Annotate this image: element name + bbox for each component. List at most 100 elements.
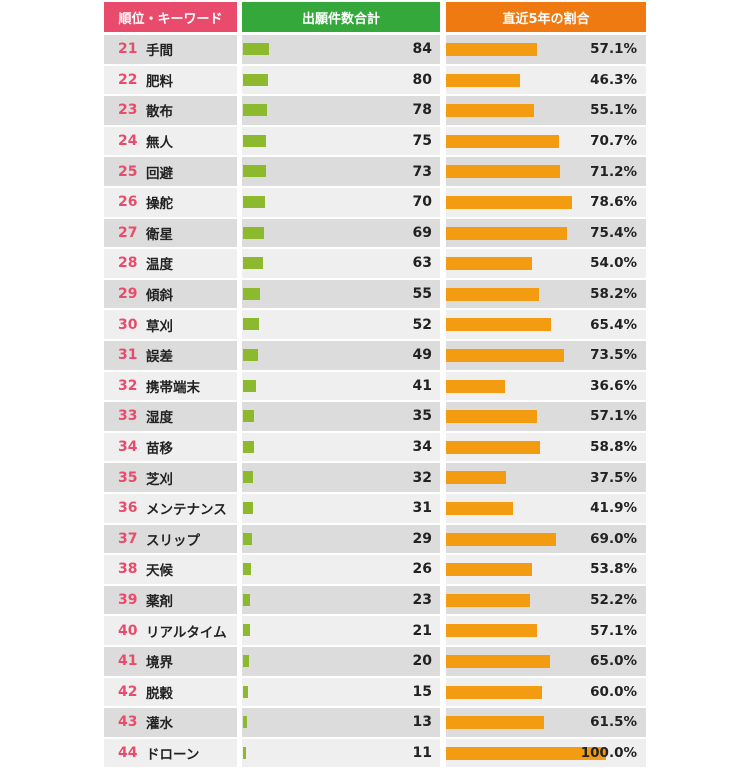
count-label: 31 [413,494,432,523]
rank-keyword-cell: 30草刈 [104,310,237,339]
keyword-label: メンテナンス [146,494,227,523]
count-label: 35 [413,402,432,431]
ratio-bar [446,104,534,117]
table-row: 39薬剤2352.2% [104,586,646,615]
ratio-label: 57.1% [590,616,637,645]
rank-keyword-cell: 24無人 [104,127,237,156]
ratio-label: 65.4% [590,310,637,339]
ratio-label: 54.0% [590,249,637,278]
ratio-label: 78.6% [590,188,637,217]
rank-number: 36 [118,494,137,523]
rank-keyword-cell: 41境界 [104,647,237,676]
rank-number: 44 [118,739,137,768]
keyword-label: 散布 [146,96,173,125]
count-bar [243,165,266,177]
rank-keyword-cell: 31誤差 [104,341,237,370]
keyword-label: 回避 [146,157,173,186]
table-row: 24無人7570.7% [104,127,646,156]
rank-number: 34 [118,433,137,462]
rank-number: 33 [118,402,137,431]
keyword-label: 芝刈 [146,463,173,492]
ratio-label: 75.4% [590,219,637,248]
rank-keyword-cell: 43灌水 [104,708,237,737]
table-row: 27衛星6975.4% [104,219,646,248]
table-row: 38天候2653.8% [104,555,646,584]
ratio-cell: 60.0% [446,678,646,707]
ratio-label: 52.2% [590,586,637,615]
keyword-label: 無人 [146,127,173,156]
table-row: 35芝刈3237.5% [104,463,646,492]
count-bar [243,318,259,330]
table-row: 31誤差4973.5% [104,341,646,370]
ratio-label: 65.0% [590,647,637,676]
header-count: 出願件数合計 [242,2,440,32]
ratio-label: 58.2% [590,280,637,309]
ratio-cell: 70.7% [446,127,646,156]
rank-number: 25 [118,157,137,186]
table-row: 25回避7371.2% [104,157,646,186]
count-cell: 26 [242,555,440,584]
ratio-bar [446,441,540,454]
count-bar [243,135,266,147]
keyword-label: 薬剤 [146,586,173,615]
count-label: 55 [413,280,432,309]
count-cell: 29 [242,525,440,554]
count-cell: 75 [242,127,440,156]
count-bar [243,747,246,759]
keyword-label: リアルタイム [146,616,227,645]
ratio-cell: 65.0% [446,647,646,676]
table-row: 40リアルタイム2157.1% [104,616,646,645]
rank-keyword-cell: 28温度 [104,249,237,278]
rank-number: 32 [118,372,137,401]
count-cell: 20 [242,647,440,676]
count-cell: 55 [242,280,440,309]
count-label: 52 [413,310,432,339]
count-label: 69 [413,219,432,248]
ratio-cell: 58.2% [446,280,646,309]
ratio-bar [446,74,520,87]
rank-number: 30 [118,310,137,339]
rank-number: 23 [118,96,137,125]
ratio-bar [446,43,537,56]
ratio-bar [446,288,539,301]
rank-keyword-cell: 37 スリップ [104,525,237,554]
count-bar [243,686,248,698]
keyword-label: 灌水 [146,708,173,737]
count-cell: 63 [242,249,440,278]
rank-number: 38 [118,555,137,584]
ratio-bar [446,471,506,484]
table-row: 21手間8457.1% [104,35,646,64]
count-bar [243,441,254,453]
ratio-cell: 75.4% [446,219,646,248]
count-cell: 32 [242,463,440,492]
count-cell: 41 [242,372,440,401]
count-bar [243,655,249,667]
count-cell: 49 [242,341,440,370]
count-bar [243,502,253,514]
count-cell: 15 [242,678,440,707]
ratio-cell: 65.4% [446,310,646,339]
count-label: 11 [413,739,432,768]
ratio-bar [446,624,537,637]
count-bar [243,410,254,422]
count-cell: 78 [242,96,440,125]
keyword-label: スリップ [146,525,200,554]
count-bar [243,471,253,483]
rank-keyword-cell: 36 メンテナンス [104,494,237,523]
table-row: 41境界20 65.0% [104,647,646,676]
table-row: 37スリップ2969.0% [104,525,646,554]
count-label: 80 [413,66,432,95]
ratio-cell: 61.5% [446,708,646,737]
ratio-cell: 54.0% [446,249,646,278]
rank-keyword-cell: 38天候 [104,555,237,584]
count-cell: 84 [242,35,440,64]
table-row: 29傾斜5558.2% [104,280,646,309]
table-row: 34苗移3458.8% [104,433,646,462]
rank-keyword-cell: 39薬剤 [104,586,237,615]
rank-number: 40 [118,616,137,645]
ratio-cell: 55.1% [446,96,646,125]
ratio-bar [446,135,559,148]
rank-number: 37 [118,525,137,554]
keyword-label: 境界 [146,647,173,676]
count-label: 15 [413,678,432,707]
